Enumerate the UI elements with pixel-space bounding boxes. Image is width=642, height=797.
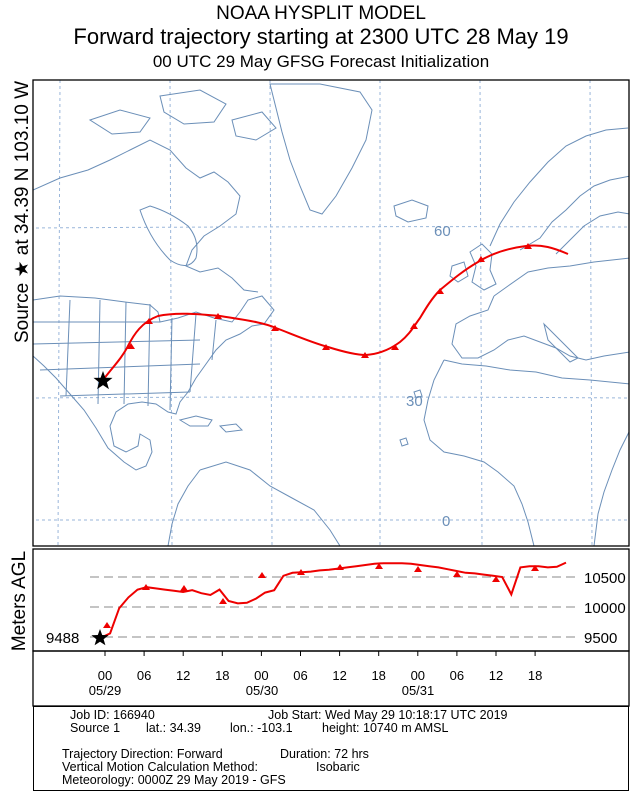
trajectory-marker (410, 323, 418, 329)
coastlines (33, 83, 629, 546)
date-label-0530: 05/30 (246, 683, 279, 698)
height-marker (414, 566, 422, 572)
source-id: Source 1 (70, 721, 121, 735)
hour-label: 18 (215, 668, 229, 683)
map-frame (32, 79, 630, 547)
height-marker (297, 569, 305, 575)
height-tick-9500: 9500 (584, 630, 617, 647)
source-height: height: 10740 m AMSL (322, 721, 449, 735)
vertical-method-value: Isobaric (316, 760, 360, 774)
lat-label-0: 0 (442, 513, 450, 530)
hour-label: 12 (489, 668, 503, 683)
height-profile-line (100, 561, 567, 639)
start-height-label: 9488 (46, 630, 79, 647)
height-tick-10500: 10500 (584, 570, 626, 587)
hour-label: 06 (450, 668, 464, 683)
height-marker (219, 598, 227, 604)
job-id: Job ID: 166940 (70, 708, 155, 722)
trajectory-duration: Duration: 72 hrs (280, 747, 369, 761)
graticule (33, 80, 629, 546)
source-star-icon (93, 371, 113, 390)
state-borders (33, 299, 217, 411)
height-marker (336, 564, 344, 570)
vertical-method-label: Vertical Motion Calculation Method: (62, 760, 258, 774)
height-marker (375, 563, 383, 569)
source-lat: lat.: 34.39 (146, 721, 201, 735)
start-star-icon (91, 629, 109, 646)
model-title: NOAA HYSPLIT MODEL (216, 3, 426, 24)
hour-label: 06 (137, 668, 151, 683)
meteorology: Meteorology: 0000Z 29 May 2019 - GFS (62, 773, 286, 787)
hour-label: 00 (98, 668, 112, 683)
height-marker (103, 622, 111, 628)
height-marker (180, 585, 188, 591)
map-area: 60 30 0 (33, 80, 629, 546)
hour-label: 00 (411, 668, 425, 683)
time-ticks (104, 651, 536, 656)
trajectory-marker (214, 313, 222, 319)
height-marker (492, 576, 500, 582)
height-tick-10000: 10000 (584, 600, 626, 617)
height-marker (142, 584, 150, 590)
job-info-box: Job ID: 166940 Job Start: Wed May 29 10:… (33, 706, 629, 791)
trajectory-direction: Trajectory Direction: Forward (62, 747, 223, 761)
trajectory-marker (145, 318, 153, 324)
trajectory-marker (391, 344, 399, 350)
job-start: Job Start: Wed May 29 10:18:17 UTC 2019 (268, 708, 508, 722)
height-marker (453, 571, 461, 577)
trajectory-marker (361, 352, 369, 358)
date-label-0531: 05/31 (402, 683, 435, 698)
height-panel-frame (32, 548, 630, 652)
source-lon: lon.: -103.1 (230, 721, 293, 735)
lat-label-60: 60 (434, 223, 451, 240)
height-markers (103, 563, 539, 628)
trajectory-path (102, 244, 569, 381)
hour-label: 18 (371, 668, 385, 683)
height-marker (258, 572, 266, 578)
trajectory-marker (127, 343, 135, 349)
hour-label: 06 (293, 668, 307, 683)
forecast-subtitle: 00 UTC 29 May GFSG Forecast Initializati… (152, 52, 490, 71)
trajectory-markers (127, 243, 532, 358)
hour-label: 00 (254, 668, 268, 683)
trajectory-marker (477, 256, 485, 262)
trajectory-marker (436, 288, 444, 294)
hour-label: 12 (332, 668, 346, 683)
trajectory-marker (322, 344, 330, 350)
date-label-0529: 05/29 (89, 683, 122, 698)
trajectory-title: Forward trajectory starting at 2300 UTC … (73, 24, 569, 49)
trajectory-marker (271, 325, 279, 331)
lat-label-30: 30 (406, 393, 423, 410)
hour-label: 18 (528, 668, 542, 683)
height-marker (531, 565, 539, 571)
hour-label: 12 (176, 668, 190, 683)
trajectory-marker (524, 243, 532, 249)
